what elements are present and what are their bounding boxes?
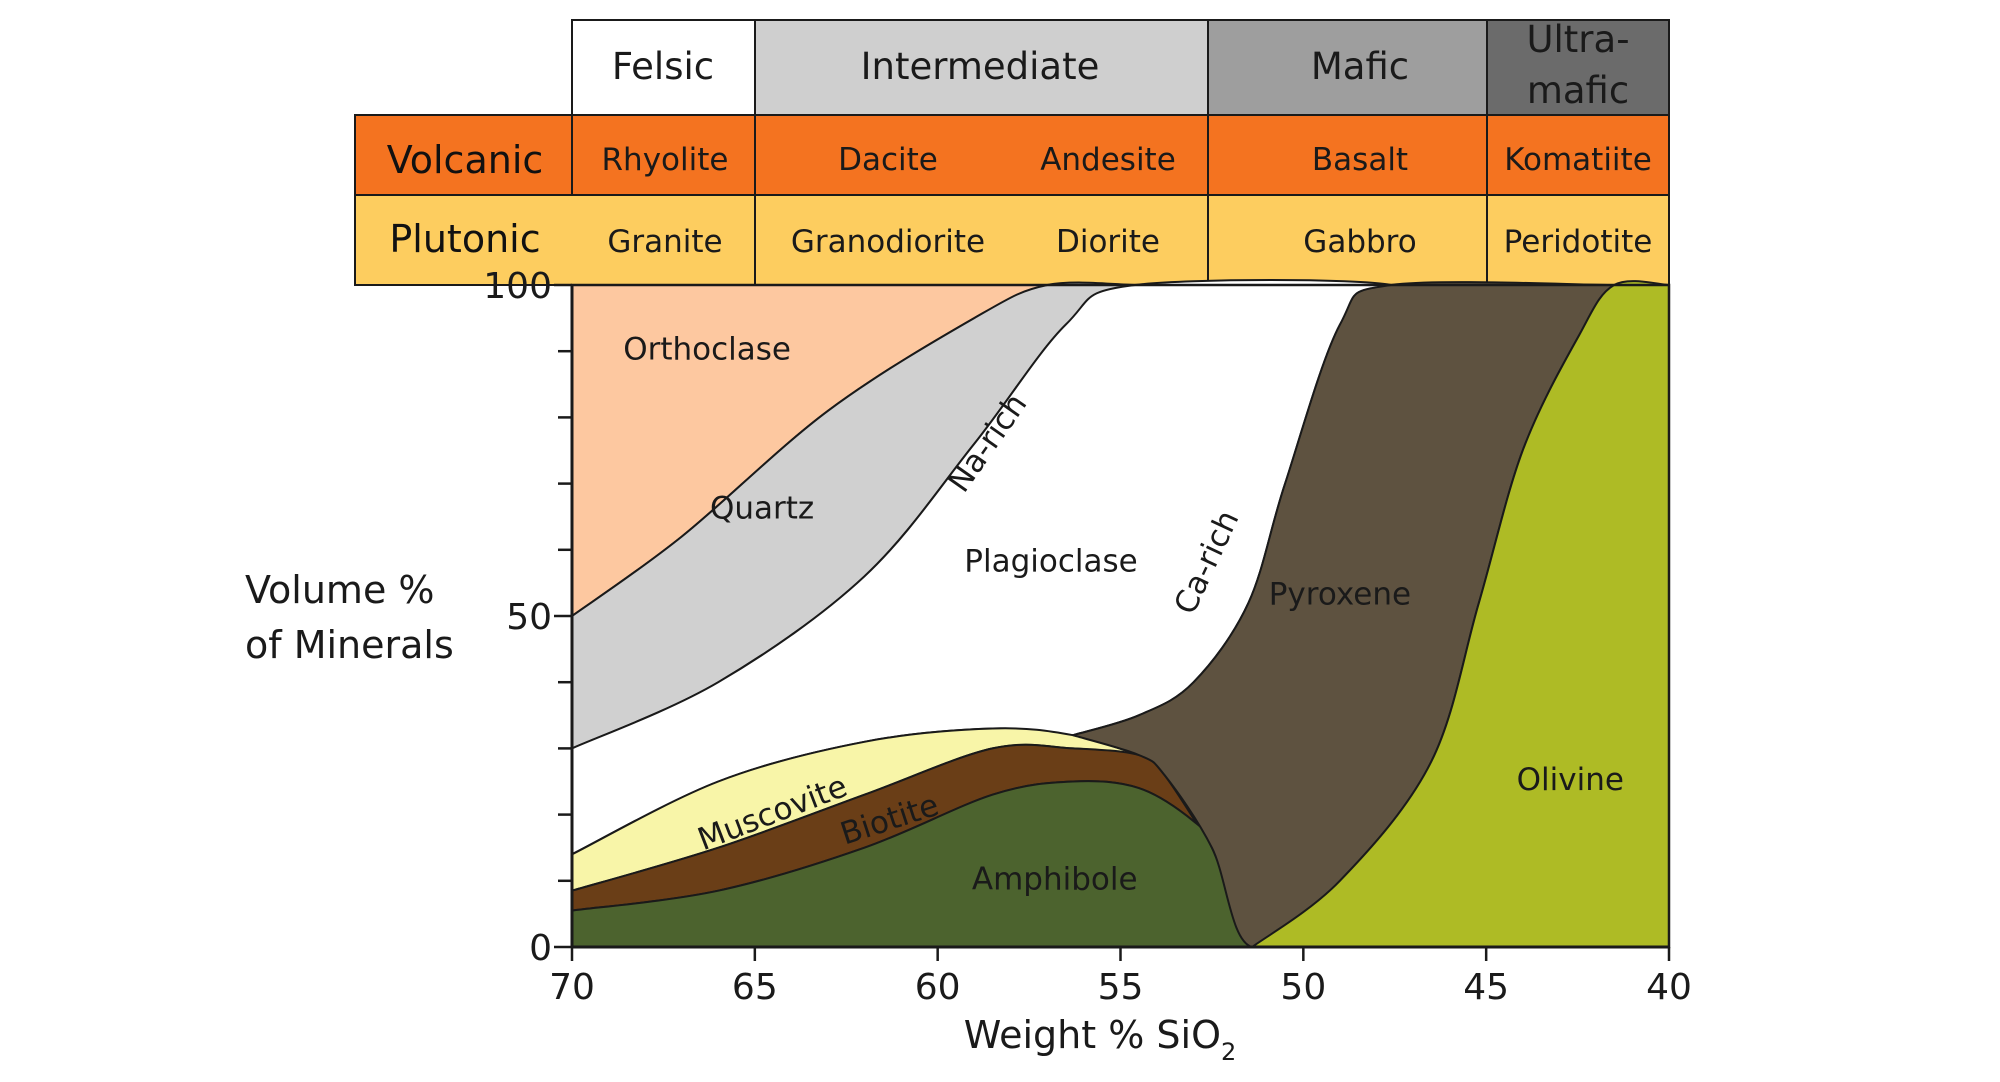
x-axis-title-main: Weight % SiO xyxy=(964,1013,1221,1057)
volcanic-row: Volcanic Rhyolite Dacite Andesite Basalt… xyxy=(354,114,1670,196)
rock-basalt: Basalt xyxy=(1312,142,1408,178)
class-cell-mafic xyxy=(1207,19,1488,116)
y-axis-title-line2: of Minerals xyxy=(245,623,454,667)
rock-granite: Granite xyxy=(607,224,722,260)
x-axis-title-subscript: 2 xyxy=(1221,1038,1236,1066)
volcanic-row-bg xyxy=(354,114,1670,196)
label-pyroxene: Pyroxene xyxy=(1269,577,1411,613)
y-axis-title-line1: Volume % xyxy=(245,568,435,612)
label-olivine: Olivine xyxy=(1517,762,1624,798)
rock-andesite: Andesite xyxy=(1040,142,1176,178)
x-tick-label-40: 40 xyxy=(1646,967,1692,1008)
rock-granodiorite: Granodiorite xyxy=(791,224,985,260)
class-header: Felsic Intermediate Mafic Ultra- mafic xyxy=(571,18,1670,116)
x-ticks: 70 65 60 55 50 45 40 xyxy=(549,947,1692,1008)
plutonic-row: Plutonic Granite Granodiorite Diorite Ga… xyxy=(354,194,1670,286)
x-tick-label-65: 65 xyxy=(732,967,778,1008)
y-tick-label-0: 0 xyxy=(529,928,552,969)
rock-komatiite: Komatiite xyxy=(1504,142,1652,178)
class-label-felsic: Felsic xyxy=(612,45,714,88)
rock-gabbro: Gabbro xyxy=(1303,224,1416,260)
class-label-intermediate: Intermediate xyxy=(861,45,1100,88)
class-label-mafic: Mafic xyxy=(1311,45,1409,88)
plutonic-row-bg xyxy=(354,194,1670,286)
y-ticks: 0 50 100 xyxy=(483,266,572,969)
y-tick-label-100: 100 xyxy=(483,266,552,307)
mineral-regions xyxy=(571,279,1670,949)
class-cell-ultramafic xyxy=(1486,19,1670,116)
x-tick-label-70: 70 xyxy=(549,967,595,1008)
rock-rhyolite: Rhyolite xyxy=(602,142,729,178)
x-tick-label-50: 50 xyxy=(1280,967,1326,1008)
class-cell-felsic xyxy=(571,19,756,116)
label-quartz: Quartz xyxy=(710,491,814,527)
volcanic-row-label: Volcanic xyxy=(387,138,544,182)
x-tick-label-60: 60 xyxy=(915,967,961,1008)
x-tick-label-45: 45 xyxy=(1463,967,1509,1008)
rock-diorite: Diorite xyxy=(1056,224,1160,260)
x-tick-label-55: 55 xyxy=(1098,967,1144,1008)
rock-dacite: Dacite xyxy=(838,142,938,178)
rock-peridotite: Peridotite xyxy=(1504,224,1653,260)
class-label-ultramafic-line2: mafic xyxy=(1527,69,1629,112)
class-cell-intermediate xyxy=(754,19,1209,116)
label-amphibole: Amphibole xyxy=(972,861,1138,897)
y-tick-label-50: 50 xyxy=(506,597,552,638)
plutonic-row-label: Plutonic xyxy=(389,217,540,261)
label-orthoclase: Orthoclase xyxy=(623,332,791,368)
x-axis-title: Weight % SiO2 xyxy=(964,1013,1237,1066)
label-plagioclase: Plagioclase xyxy=(964,544,1137,580)
class-label-ultramafic-line1: Ultra- xyxy=(1526,18,1629,61)
